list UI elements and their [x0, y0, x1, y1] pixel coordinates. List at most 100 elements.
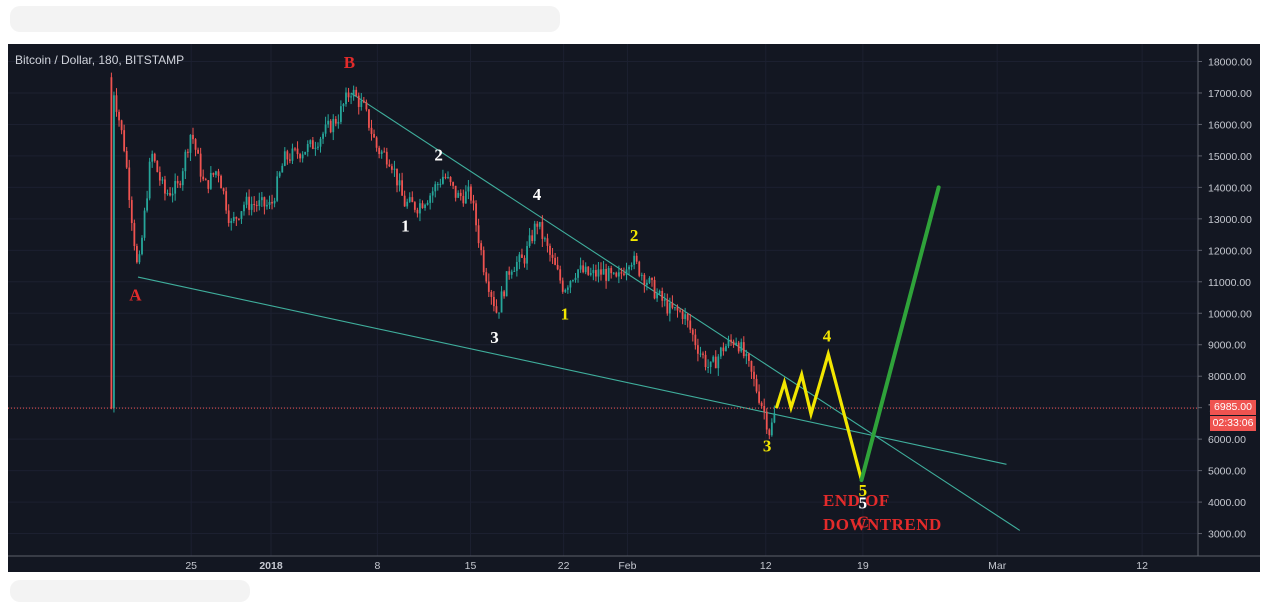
candle-body [569, 281, 572, 288]
candle-body [340, 106, 342, 122]
candle-body [515, 261, 518, 271]
candle-body [702, 353, 704, 355]
candle-body [396, 168, 398, 186]
candle-body [311, 140, 314, 149]
candle-body [755, 378, 758, 392]
candle-body [373, 133, 375, 138]
annotation-line: END OF [823, 491, 890, 510]
candle-body [327, 120, 330, 125]
candle-body [286, 151, 289, 160]
candle-body [391, 166, 393, 170]
time-tick-label: 2018 [259, 560, 283, 572]
price-tick-label: 5000.00 [1208, 466, 1246, 478]
candle-body [737, 342, 740, 352]
candle-body [317, 146, 319, 148]
candle-body [130, 200, 133, 224]
candle-body [577, 269, 579, 278]
candle-body [566, 287, 569, 290]
candle-body [240, 211, 243, 220]
candle-body [166, 193, 169, 195]
candle-body [419, 203, 421, 214]
wave-label: C [857, 512, 869, 531]
candle-body [671, 302, 674, 308]
candle-body [727, 339, 730, 347]
candle-body [528, 235, 531, 247]
candle-body [709, 361, 712, 367]
candle-body [620, 272, 623, 274]
projection-yellow-path [774, 348, 864, 481]
candle-body [227, 210, 230, 223]
wave-label: 3 [490, 328, 499, 347]
candle-body [605, 269, 607, 281]
time-tick-label: 12 [1136, 560, 1148, 572]
candle-body [136, 246, 138, 263]
candle-body [551, 254, 554, 258]
candle-body [187, 151, 189, 153]
candle-body [255, 204, 258, 206]
candle-body [179, 183, 182, 186]
candle-body [164, 179, 166, 194]
candle-body [592, 270, 595, 274]
candle-body [610, 268, 613, 274]
candle-body [406, 201, 409, 207]
candle-body [704, 354, 707, 368]
blurred-header-area [10, 6, 560, 32]
candle-body [510, 271, 513, 275]
candle-body [661, 290, 664, 301]
candle-body [184, 151, 187, 172]
price-tick-label: 13000.00 [1208, 214, 1252, 226]
candle-body [118, 111, 120, 121]
time-tick-label: Feb [618, 560, 636, 572]
candle-body [454, 185, 457, 198]
candle-body [651, 277, 653, 280]
candle-body [707, 366, 709, 368]
candle-body [426, 202, 429, 205]
wave-label: 2 [630, 226, 639, 245]
candle-body [212, 172, 215, 175]
candle-body [544, 238, 546, 240]
candle-body [485, 272, 488, 282]
time-tick-label: 8 [374, 560, 380, 572]
candle-body [217, 171, 220, 176]
candle-body [248, 196, 250, 210]
candle-body [431, 191, 434, 196]
projection-green-path [859, 185, 941, 483]
candle-body [582, 265, 585, 273]
candle-body [133, 223, 136, 247]
time-tick-label: 19 [857, 560, 869, 572]
price-tick-label: 6000.00 [1208, 434, 1246, 446]
candle-body [393, 168, 396, 170]
time-axis: 25 2018 8 15 22 Feb 12 19 Mar 12 [8, 555, 1260, 572]
candle-body [383, 151, 386, 153]
candle-body [699, 353, 702, 355]
candle-body [271, 201, 273, 204]
candle-body [222, 188, 225, 192]
candle-body [283, 151, 286, 166]
candle-body [742, 342, 745, 357]
candle-body [595, 270, 597, 277]
candle-body [350, 96, 352, 98]
candle-body [181, 171, 184, 186]
candle-body [156, 160, 159, 173]
time-tick-label: 25 [185, 560, 197, 572]
wave-label: A [129, 286, 142, 305]
candle-body [324, 124, 327, 134]
price-tick-label: 3000.00 [1208, 529, 1246, 541]
candle-body [429, 195, 432, 203]
candle-body [546, 238, 549, 246]
candle-body [653, 279, 656, 299]
candle-body [521, 254, 523, 258]
candle-body [717, 356, 720, 369]
candle-body [411, 197, 414, 203]
candle-body [299, 154, 301, 159]
candle-body [153, 153, 156, 161]
candle-body [378, 147, 381, 154]
candle-body [477, 225, 480, 244]
candle-body [628, 266, 630, 270]
candle-body [304, 151, 307, 155]
candle-body [141, 237, 143, 255]
candle-body [758, 391, 760, 403]
candle-body [401, 180, 403, 196]
